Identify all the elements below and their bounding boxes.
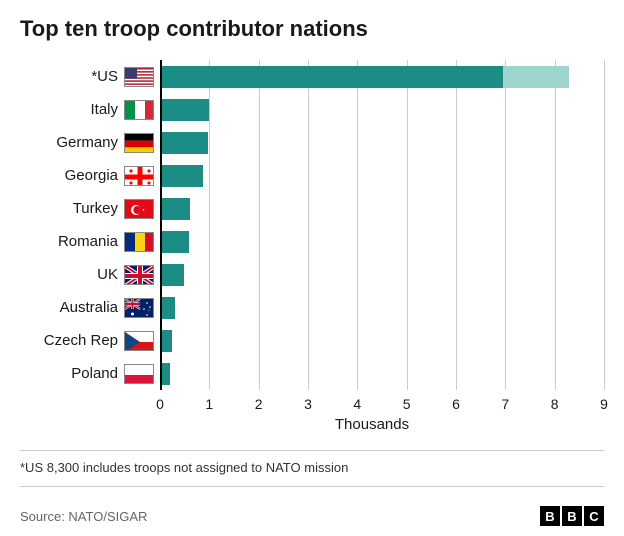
row-label: Turkey xyxy=(73,199,154,219)
plot-region: *USItalyGermanyGeorgiaTurkeyRomaniaUKAus… xyxy=(160,60,584,390)
bar-segment xyxy=(160,198,190,220)
turkey-flag-icon xyxy=(124,199,154,219)
logo-letter: B xyxy=(540,506,560,526)
bar-segment xyxy=(160,66,503,88)
footer-row: Source: NATO/SIGAR BBC xyxy=(20,506,604,526)
us-flag-icon xyxy=(124,67,154,87)
row-label: Romania xyxy=(58,232,154,252)
romania-flag-icon xyxy=(124,232,154,252)
country-name: Georgia xyxy=(65,167,118,184)
x-tick-label: 5 xyxy=(403,396,411,412)
row-label: Czech Rep xyxy=(44,331,154,351)
uk-flag-icon xyxy=(124,265,154,285)
chart-row: Germany xyxy=(160,126,584,159)
italy-flag-icon xyxy=(124,100,154,120)
australia-flag-icon xyxy=(124,298,154,318)
chart-row: Poland xyxy=(160,357,584,390)
x-tick-label: 0 xyxy=(156,396,164,412)
x-tick-label: 8 xyxy=(551,396,559,412)
chart-row: Romania xyxy=(160,225,584,258)
chart-row: UK xyxy=(160,258,584,291)
row-label: Germany xyxy=(56,133,154,153)
chart-row: Georgia xyxy=(160,159,584,192)
country-name: *US xyxy=(91,68,118,85)
bar-segment xyxy=(160,264,184,286)
country-name: Turkey xyxy=(73,200,118,217)
row-label: Poland xyxy=(71,364,154,384)
row-label: Australia xyxy=(60,298,154,318)
footnote-text: *US 8,300 includes troops not assigned t… xyxy=(20,460,348,475)
x-tick-label: 2 xyxy=(255,396,263,412)
bar-segment xyxy=(160,165,203,187)
x-tick-label: 4 xyxy=(353,396,361,412)
bbc-logo: BBC xyxy=(540,506,604,526)
x-tick-label: 9 xyxy=(600,396,608,412)
country-name: Germany xyxy=(56,134,118,151)
gridline xyxy=(604,60,605,390)
logo-letter: B xyxy=(562,506,582,526)
georgia-flag-icon xyxy=(124,166,154,186)
chart-row: Turkey xyxy=(160,192,584,225)
chart-row: *US xyxy=(160,60,584,93)
row-label: UK xyxy=(97,265,154,285)
country-name: Czech Rep xyxy=(44,332,118,349)
bar-segment xyxy=(160,231,189,253)
country-name: Australia xyxy=(60,299,118,316)
chart-row: Italy xyxy=(160,93,584,126)
poland-flag-icon xyxy=(124,364,154,384)
x-axis-title: Thousands xyxy=(335,416,409,433)
bar-segment xyxy=(160,297,175,319)
divider-bottom xyxy=(20,486,604,487)
czech-flag-icon xyxy=(124,331,154,351)
country-name: UK xyxy=(97,266,118,283)
bar-segment xyxy=(160,99,209,121)
bar-segment xyxy=(160,132,208,154)
row-label: Italy xyxy=(90,100,154,120)
source-text: Source: NATO/SIGAR xyxy=(20,509,147,524)
chart-title: Top ten troop contributor nations xyxy=(20,16,604,42)
divider-top xyxy=(20,450,604,451)
bar-segment xyxy=(503,66,570,88)
chart-row: Czech Rep xyxy=(160,324,584,357)
row-label: *US xyxy=(91,67,154,87)
y-axis-line xyxy=(160,60,162,390)
x-tick-label: 7 xyxy=(501,396,509,412)
germany-flag-icon xyxy=(124,133,154,153)
row-label: Georgia xyxy=(65,166,154,186)
country-name: Italy xyxy=(90,101,118,118)
x-tick-label: 3 xyxy=(304,396,312,412)
chart-row: Australia xyxy=(160,291,584,324)
chart-area: *USItalyGermanyGeorgiaTurkeyRomaniaUKAus… xyxy=(160,60,584,430)
country-name: Poland xyxy=(71,365,118,382)
country-name: Romania xyxy=(58,233,118,250)
x-tick-label: 1 xyxy=(205,396,213,412)
x-tick-label: 6 xyxy=(452,396,460,412)
logo-letter: C xyxy=(584,506,604,526)
